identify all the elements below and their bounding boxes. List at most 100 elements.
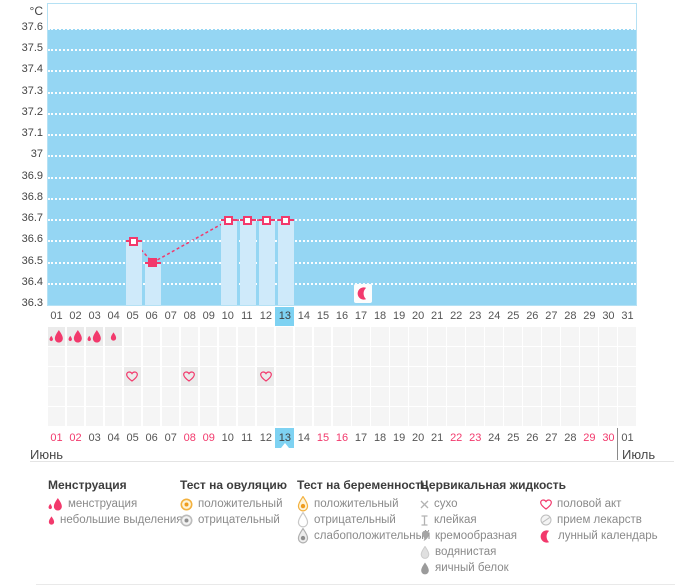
event-cell [332,407,351,426]
calendar-date-june-23[interactable]: 23 [469,432,482,444]
event-cell [618,367,636,386]
cycle-day-14[interactable]: 14 [297,310,311,322]
cycle-day-13[interactable]: 13 [275,307,295,326]
cycle-day-07[interactable]: 07 [164,310,177,322]
calendar-date-june-20[interactable]: 20 [412,432,425,444]
y-tick-label: 36.8 [21,190,43,203]
cycle-day-05[interactable]: 05 [126,310,139,322]
event-cell [618,327,636,346]
cycle-day-04[interactable]: 04 [107,310,120,322]
cycle-day-29[interactable]: 29 [583,310,596,322]
temperature-bar-day-06 [144,261,161,305]
test-circle-negative-icon [180,514,193,527]
cycle-day-20[interactable]: 20 [412,310,425,322]
legend-item-label: небольшие выделения [60,514,183,526]
calendar-date-june-14[interactable]: 14 [297,432,311,444]
event-cell [409,367,427,386]
calendar-date-june-10[interactable]: 10 [221,432,234,444]
test-drop-positive-icon [297,496,309,512]
cycle-day-12[interactable]: 12 [259,310,272,322]
cycle-day-21[interactable]: 21 [431,310,444,322]
cycle-day-08[interactable]: 08 [183,310,196,322]
calendar-date-june-16[interactable]: 16 [335,432,349,444]
calendar-date-june-01[interactable]: 01 [50,432,63,444]
legend-group-title: Тест на овуляцию [180,478,287,492]
cycle-day-28[interactable]: 28 [564,310,577,322]
calendar-date-june-06[interactable]: 06 [145,432,158,444]
calendar-date-june-05[interactable]: 05 [126,432,139,444]
test-circle-positive-icon [180,498,193,511]
calendar-date-june-24[interactable]: 24 [488,432,501,444]
calendar-date-june-21[interactable]: 21 [431,432,444,444]
calendar-date-june-28[interactable]: 28 [564,432,577,444]
calendar-date-june-07[interactable]: 07 [164,432,177,444]
calendar-date-june-29[interactable]: 29 [583,432,596,444]
event-cell [142,407,161,426]
calendar-date-june-17[interactable]: 17 [354,432,368,444]
temperature-marker-day-11 [243,215,253,225]
cycle-day-26[interactable]: 26 [526,310,539,322]
cycle-day-27[interactable]: 27 [545,310,558,322]
event-cell [332,367,351,386]
event-cell [256,347,275,366]
event-cell [161,327,180,346]
cycle-day-09[interactable]: 09 [202,310,215,322]
cycle-day-03[interactable]: 03 [88,310,101,322]
legend-item-label: лунный календарь [558,530,658,542]
calendar-date-june-11[interactable]: 11 [241,432,253,444]
cycle-day-17[interactable]: 17 [354,310,368,322]
cycle-day-23[interactable]: 23 [469,310,482,322]
event-cell [237,407,256,426]
event-cell [409,347,427,366]
event-cell [218,387,237,406]
event-cell [447,367,465,386]
calendar-date-june-12[interactable]: 12 [259,432,272,444]
calendar-date-june-27[interactable]: 27 [545,432,558,444]
cycle-day-11[interactable]: 11 [241,310,253,322]
cycle-day-01[interactable]: 01 [50,310,63,322]
calendar-date-july-01[interactable]: 01 [621,432,634,444]
calendar-date-june-30[interactable]: 30 [602,432,615,444]
cycle-day-30[interactable]: 30 [602,310,615,322]
cycle-day-24[interactable]: 24 [488,310,501,322]
temperature-marker-day-13 [281,215,291,225]
calendar-date-june-26[interactable]: 26 [526,432,539,444]
cycle-day-31[interactable]: 31 [621,310,634,322]
y-tick-label: 36.9 [21,169,43,182]
calendar-date-june-19[interactable]: 19 [392,432,406,444]
cycle-day-15[interactable]: 15 [316,310,330,322]
creamy-icon [420,530,430,542]
menstruation-icon [87,329,102,344]
event-cell [104,387,123,406]
cycle-day-25[interactable]: 25 [507,310,520,322]
month-boundary-divider [617,428,618,460]
calendar-date-june-08[interactable]: 08 [183,432,196,444]
test-drop-weak-icon [297,528,309,544]
cycle-day-19[interactable]: 19 [392,310,406,322]
event-cell [409,387,427,406]
calendar-date-june-25[interactable]: 25 [507,432,520,444]
calendar-date-june-09[interactable]: 09 [202,432,215,444]
calendar-date-june-03[interactable]: 03 [88,432,101,444]
event-cell [580,407,598,426]
event-cell [561,367,579,386]
event-cell [85,387,104,406]
event-cell [104,327,123,346]
calendar-date-june-13[interactable]: 13 [275,428,295,448]
cycle-day-22[interactable]: 22 [450,310,463,322]
calendar-date-june-18[interactable]: 18 [373,432,387,444]
cycle-day-16[interactable]: 16 [335,310,349,322]
temperature-plot [47,3,637,306]
calendar-date-june-02[interactable]: 02 [69,432,82,444]
calendar-date-june-04[interactable]: 04 [107,432,120,444]
cycle-day-10[interactable]: 10 [221,310,234,322]
cycle-day-18[interactable]: 18 [373,310,387,322]
cycle-day-06[interactable]: 06 [145,310,158,322]
calendar-date-june-22[interactable]: 22 [450,432,463,444]
event-cell [618,407,636,426]
event-cell [504,327,522,346]
event-cell [47,327,66,346]
calendar-date-june-15[interactable]: 15 [316,432,330,444]
cycle-day-02[interactable]: 02 [69,310,82,322]
event-cell [447,347,465,366]
